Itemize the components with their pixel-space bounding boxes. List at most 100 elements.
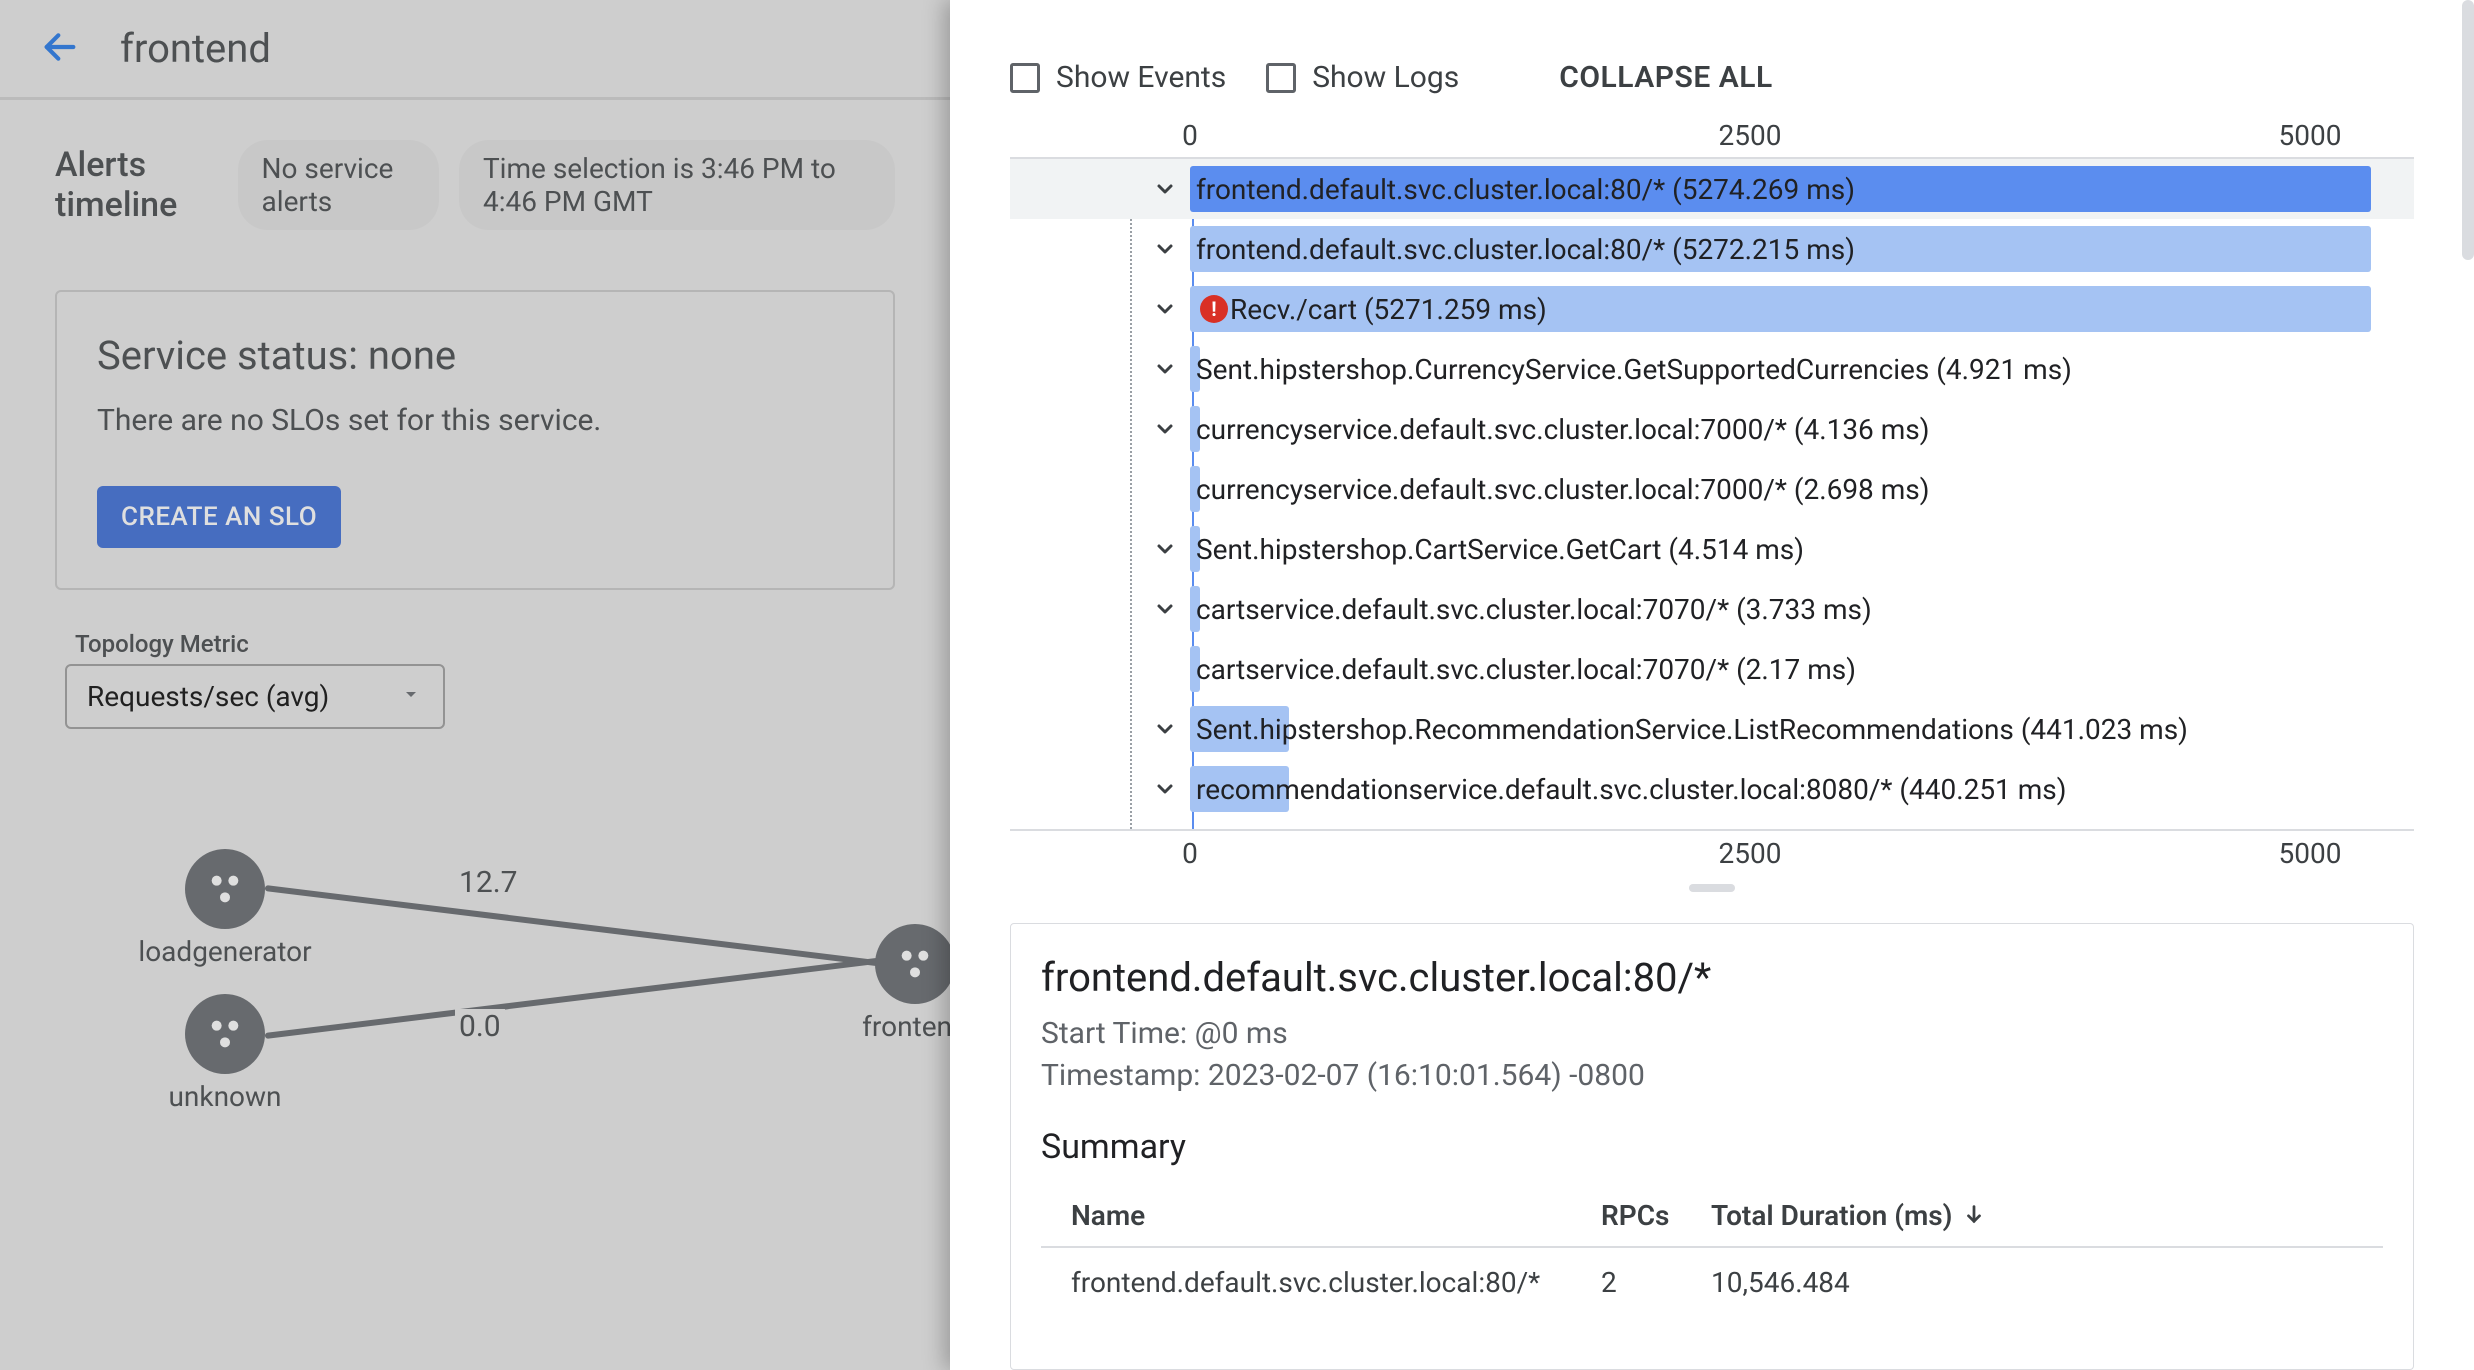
expand-chevron-icon[interactable] xyxy=(1150,534,1180,564)
span-rows: frontend.default.svc.cluster.local:80/* … xyxy=(1010,159,2414,829)
span-chart: 0 2500 5000 frontend.default.svc.cluster.l… xyxy=(1010,115,2414,873)
topology-node[interactable] xyxy=(875,924,955,1004)
resize-handle[interactable] xyxy=(950,873,2474,903)
summary-heading: Summary xyxy=(1041,1127,2383,1167)
span-details-meta: Start Time: @0 ms Timestamp: 2023-02-07 … xyxy=(1041,1013,2383,1097)
scrollbar-thumb[interactable] xyxy=(2462,0,2474,260)
topology-edge xyxy=(265,885,881,967)
span-label: Recv./cart (5271.259 ms) xyxy=(1230,293,1547,326)
show-logs-checkbox[interactable]: Show Logs xyxy=(1266,60,1459,95)
trace-controls: Show Events Show Logs COLLAPSE ALL xyxy=(950,0,2474,115)
span-label: currencyservice.default.svc.cluster.loca… xyxy=(1196,413,1930,446)
axis-tick: 2500 xyxy=(1719,837,1782,870)
axis-tick: 0 xyxy=(1182,837,1198,870)
span-row[interactable]: cartservice.default.svc.cluster.local:70… xyxy=(1010,639,2414,699)
span-row[interactable]: cartservice.default.svc.cluster.local:70… xyxy=(1010,579,2414,639)
drawer-scrollbar[interactable] xyxy=(2462,0,2474,1370)
span-label: cartservice.default.svc.cluster.local:70… xyxy=(1196,593,1872,626)
error-icon: ! xyxy=(1200,295,1228,323)
topology-metric-value: Requests/sec (avg) xyxy=(87,680,329,713)
service-status-subtitle: There are no SLOs set for this service. xyxy=(97,403,853,438)
span-label: frontend.default.svc.cluster.local:80/* … xyxy=(1196,173,1855,206)
axis-bottom: 0 2500 5000 xyxy=(1010,829,2414,873)
span-bar[interactable]: Sent.hipstershop.CurrencyService.GetSupp… xyxy=(1190,346,1200,392)
span-row[interactable]: currencyservice.default.svc.cluster.loca… xyxy=(1010,459,2414,519)
topology-edge-value: 0.0 xyxy=(455,1009,505,1044)
time-selection-pill: Time selection is 3:46 PM to 4:46 PM GMT xyxy=(459,140,895,230)
span-bar[interactable]: recommendationservice.default.svc.cluste… xyxy=(1190,766,1289,812)
span-row[interactable]: frontend.default.svc.cluster.local:80/* … xyxy=(1010,159,2414,219)
expand-chevron-icon[interactable] xyxy=(1150,594,1180,624)
topology-graph: 12.7 0.0 loadgenerator unknown frontend xyxy=(55,849,895,1269)
span-row[interactable]: !Recv./cart (5271.259 ms) xyxy=(1010,279,2414,339)
show-events-checkbox[interactable]: Show Events xyxy=(1010,60,1226,95)
expand-chevron-icon[interactable] xyxy=(1150,354,1180,384)
summary-col-duration[interactable]: Total Duration (ms) xyxy=(1711,1199,1991,1232)
span-details: frontend.default.svc.cluster.local:80/* … xyxy=(1010,923,2414,1370)
span-row[interactable]: Sent.hipstershop.CartService.GetCart (4.… xyxy=(1010,519,2414,579)
expand-chevron-icon[interactable] xyxy=(1150,774,1180,804)
axis-tick: 0 xyxy=(1182,119,1198,152)
expand-chevron-icon[interactable] xyxy=(1150,714,1180,744)
create-slo-button[interactable]: CREATE AN SLO xyxy=(97,486,341,548)
span-bar[interactable]: currencyservice.default.svc.cluster.loca… xyxy=(1190,466,1200,512)
summary-col-rpcs[interactable]: RPCs xyxy=(1601,1199,1711,1232)
summary-cell-name: frontend.default.svc.cluster.local:80/* xyxy=(1041,1266,1601,1299)
alerts-timeline-title: Alerts timeline xyxy=(55,145,218,225)
span-row[interactable]: frontend.default.svc.cluster.local:80/* … xyxy=(1010,219,2414,279)
span-label: recommendationservice.default.svc.cluste… xyxy=(1196,773,2067,806)
summary-cell-duration: 10,546.484 xyxy=(1711,1266,1991,1299)
expand-chevron-icon[interactable] xyxy=(1150,234,1180,264)
topology-edge-value: 12.7 xyxy=(455,865,522,900)
summary-cell-rpcs: 2 xyxy=(1601,1266,1711,1299)
span-label: Sent.hipstershop.RecommendationService.L… xyxy=(1196,713,2188,746)
topology-node[interactable] xyxy=(185,994,265,1074)
back-arrow-icon[interactable] xyxy=(40,27,80,71)
expand-chevron-icon[interactable] xyxy=(1150,174,1180,204)
span-row[interactable]: recommendationservice.default.svc.cluste… xyxy=(1010,759,2414,819)
alerts-pill: No service alerts xyxy=(238,140,439,230)
checkbox-icon xyxy=(1266,63,1296,93)
axis-tick: 5000 xyxy=(2279,119,2342,152)
span-label: cartservice.default.svc.cluster.local:70… xyxy=(1196,653,1856,686)
span-bar[interactable]: frontend.default.svc.cluster.local:80/* … xyxy=(1190,166,2371,212)
axis-tick: 5000 xyxy=(2279,837,2342,870)
axis-tick: 2500 xyxy=(1719,119,1782,152)
span-bar[interactable]: cartservice.default.svc.cluster.local:70… xyxy=(1190,586,1200,632)
span-bar[interactable]: Sent.hipstershop.CartService.GetCart (4.… xyxy=(1190,526,1200,572)
topology-node[interactable] xyxy=(185,849,265,929)
page-header: frontend xyxy=(0,0,950,100)
summary-table-row[interactable]: frontend.default.svc.cluster.local:80/* … xyxy=(1041,1248,2383,1317)
show-logs-label: Show Logs xyxy=(1312,60,1459,95)
service-status-card: Service status: none There are no SLOs s… xyxy=(55,290,895,590)
expand-chevron-icon[interactable] xyxy=(1150,414,1180,444)
show-events-label: Show Events xyxy=(1056,60,1226,95)
span-bar[interactable]: frontend.default.svc.cluster.local:80/* … xyxy=(1190,226,2371,272)
sort-desc-icon xyxy=(1963,1199,1985,1232)
span-row[interactable]: Sent.hipstershop.CurrencyService.GetSupp… xyxy=(1010,339,2414,399)
topology-node-label: unknown xyxy=(125,1080,325,1113)
expand-chevron-icon[interactable] xyxy=(1150,294,1180,324)
topology-metric-select[interactable]: Requests/sec (avg) xyxy=(65,664,445,729)
dropdown-icon xyxy=(399,680,423,713)
span-bar[interactable]: cartservice.default.svc.cluster.local:70… xyxy=(1190,646,1200,692)
topology-edge xyxy=(265,957,881,1039)
topology-node-label: loadgenerator xyxy=(125,935,325,968)
span-details-title: frontend.default.svc.cluster.local:80/* xyxy=(1041,954,2383,1001)
span-bar[interactable]: !Recv./cart (5271.259 ms) xyxy=(1190,286,2371,332)
span-row[interactable]: Sent.hipstershop.RecommendationService.L… xyxy=(1010,699,2414,759)
span-label: Sent.hipstershop.CartService.GetCart (4.… xyxy=(1196,533,1804,566)
span-bar[interactable]: currencyservice.default.svc.cluster.loca… xyxy=(1190,406,1200,452)
collapse-all-button[interactable]: COLLAPSE ALL xyxy=(1559,60,1772,95)
span-label: currencyservice.default.svc.cluster.loca… xyxy=(1196,473,1930,506)
span-label: Sent.hipstershop.CurrencyService.GetSupp… xyxy=(1196,353,2072,386)
summary-table-header: Name RPCs Total Duration (ms) xyxy=(1041,1185,2383,1248)
axis-top: 0 2500 5000 xyxy=(1010,115,2414,159)
span-row[interactable]: currencyservice.default.svc.cluster.loca… xyxy=(1010,399,2414,459)
background-page: frontend Alerts timeline No service aler… xyxy=(0,0,950,1370)
service-status-title: Service status: none xyxy=(97,332,853,379)
trace-drawer: Show Events Show Logs COLLAPSE ALL 02500… xyxy=(950,0,2474,1370)
span-bar[interactable]: Sent.hipstershop.RecommendationService.L… xyxy=(1190,706,1289,752)
summary-col-name[interactable]: Name xyxy=(1041,1199,1601,1232)
page-title: frontend xyxy=(120,25,271,72)
